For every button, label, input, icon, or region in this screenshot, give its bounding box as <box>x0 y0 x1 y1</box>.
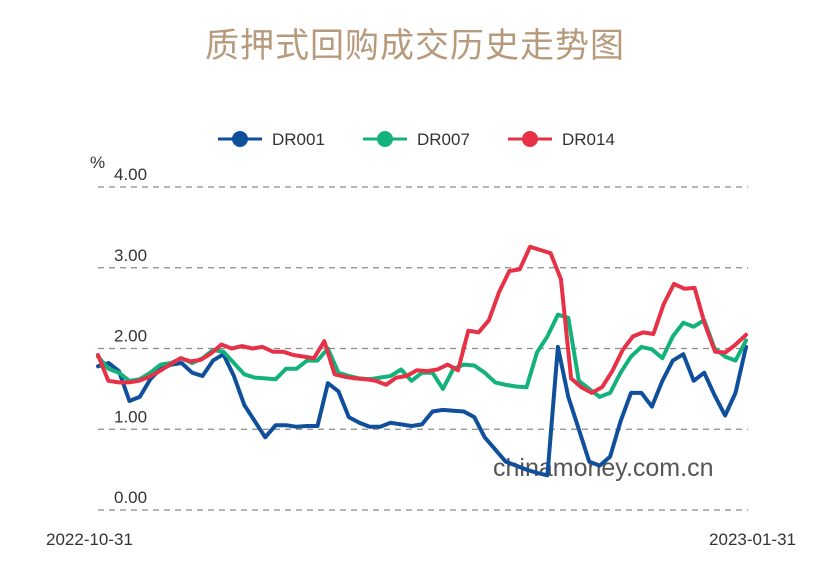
series-line-dr001 <box>96 344 748 478</box>
y-tick-label: 4.00 <box>114 165 147 184</box>
watermark: chinamoney.com.cn <box>493 454 713 482</box>
grid-lines <box>98 186 748 511</box>
y-axis-unit: % <box>90 153 105 172</box>
x-tick-label: 2022-10-31 <box>46 530 133 549</box>
y-tick-label: 2.00 <box>114 327 147 346</box>
x-axis-ticks: 2022-10-31 2023-01-31 <box>46 530 796 549</box>
legend-label: DR001 <box>272 130 325 149</box>
legend-label: DR014 <box>562 130 615 149</box>
y-tick-label: 1.00 <box>114 407 147 426</box>
series-lines <box>96 244 748 478</box>
legend-item-dr014[interactable]: DR014 <box>508 130 615 149</box>
legend-marker <box>522 131 538 147</box>
series-line-dr007 <box>96 312 748 399</box>
legend[interactable]: DR001 DR007 DR014 <box>218 130 615 149</box>
legend-marker <box>232 131 248 147</box>
y-axis-ticks: 0.00 1.00 2.00 3.00 4.00 <box>114 165 147 507</box>
legend-item-dr001[interactable]: DR001 <box>218 130 325 149</box>
legend-label: DR007 <box>417 130 470 149</box>
y-tick-label: 0.00 <box>114 488 147 507</box>
chart-title: 质押式回购成交历史走势图 <box>205 26 625 66</box>
y-tick-label: 3.00 <box>114 246 147 265</box>
series-line-dr014 <box>96 244 748 395</box>
legend-marker <box>377 131 393 147</box>
x-tick-label: 2023-01-31 <box>709 530 796 549</box>
legend-item-dr007[interactable]: DR007 <box>363 130 470 149</box>
